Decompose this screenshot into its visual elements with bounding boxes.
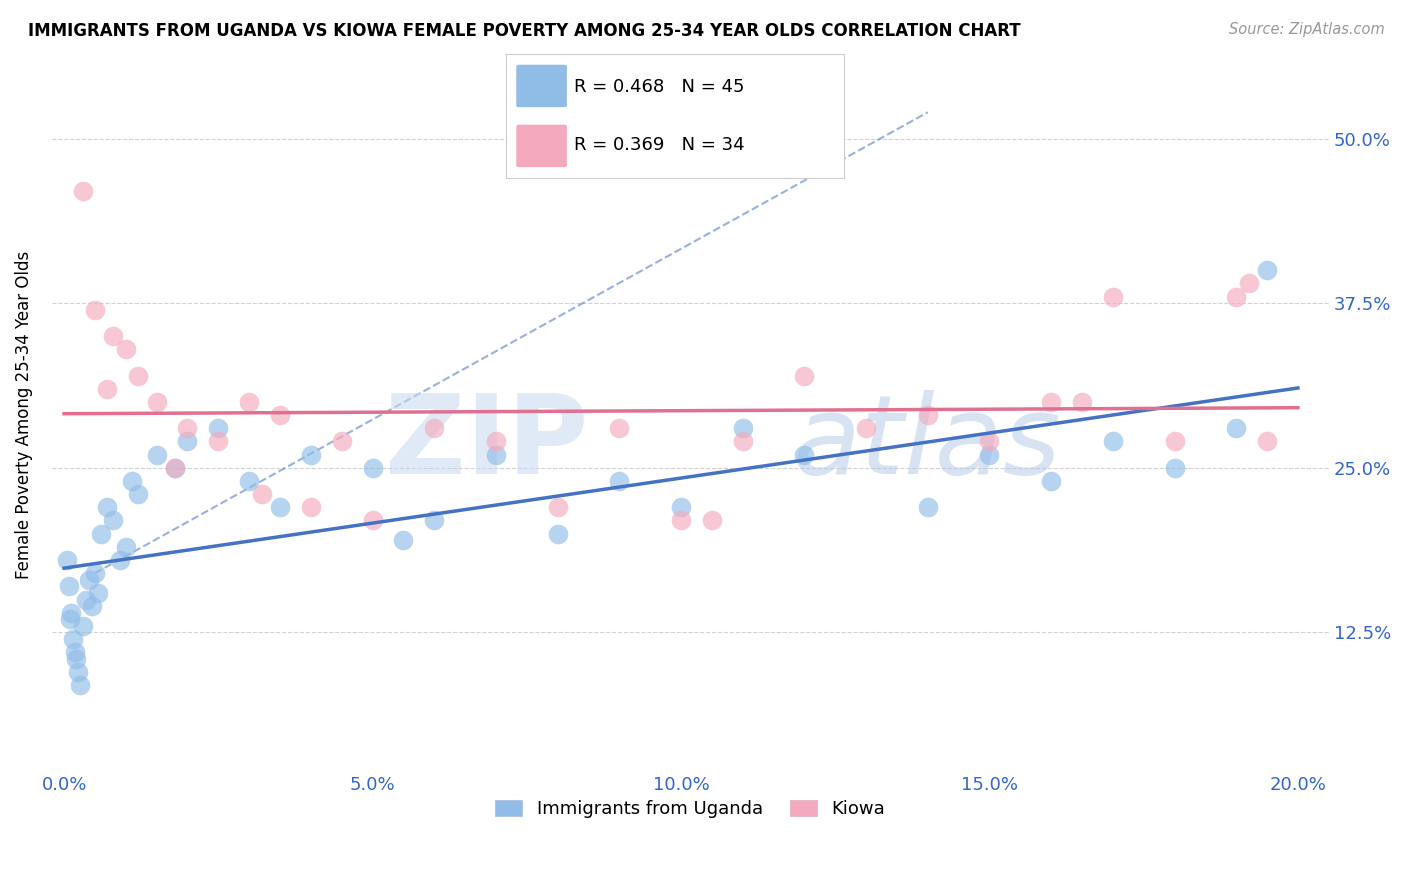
Point (75, 592, 97, 607)
Legend: Immigrants from Uganda, Kiowa: Immigrants from Uganda, Kiowa (488, 793, 893, 826)
Point (392, 533, 415, 548)
FancyBboxPatch shape (516, 65, 567, 107)
Point (607, 421, 630, 435)
Point (84, 566, 107, 581)
Point (250, 487, 273, 501)
Point (299, 500, 322, 515)
Point (176, 434, 198, 449)
Point (77, 573, 100, 587)
Point (1040, 474, 1063, 488)
Point (1040, 395, 1063, 409)
Point (238, 474, 260, 488)
Point (1256, 263, 1278, 277)
Point (485, 434, 508, 449)
Point (165, 460, 187, 475)
Point (165, 460, 187, 475)
Y-axis label: Female Poverty Among 25-34 Year Olds: Female Poverty Among 25-34 Year Olds (15, 251, 32, 579)
Point (917, 408, 939, 422)
Point (669, 514, 692, 528)
Point (58, 579, 80, 593)
Point (1101, 290, 1123, 304)
Point (108, 553, 131, 567)
Point (72, 619, 94, 633)
Text: atlas: atlas (793, 390, 1062, 497)
Point (207, 434, 229, 449)
Point (607, 474, 630, 488)
Point (269, 408, 291, 422)
Point (979, 434, 1001, 449)
Point (731, 434, 754, 449)
Point (90, 526, 112, 541)
Point (330, 434, 353, 449)
Text: IMMIGRANTS FROM UGANDA VS KIOWA FEMALE POVERTY AMONG 25-34 YEAR OLDS CORRELATION: IMMIGRANTS FROM UGANDA VS KIOWA FEMALE P… (28, 22, 1021, 40)
Point (361, 460, 384, 475)
Point (1101, 434, 1123, 449)
Point (127, 487, 149, 501)
Point (299, 448, 322, 462)
Point (84, 302, 107, 317)
Point (1225, 421, 1247, 435)
Point (423, 421, 446, 435)
Point (1163, 460, 1185, 475)
Point (423, 514, 446, 528)
Point (669, 500, 692, 515)
Point (114, 540, 136, 554)
Point (1237, 277, 1260, 291)
Point (114, 343, 136, 357)
Point (96, 382, 118, 396)
FancyBboxPatch shape (516, 125, 567, 167)
Point (56, 553, 79, 567)
Point (121, 474, 143, 488)
Point (62, 632, 84, 646)
Point (793, 448, 815, 462)
Point (103, 514, 125, 528)
Point (207, 421, 229, 435)
Text: Source: ZipAtlas.com: Source: ZipAtlas.com (1229, 22, 1385, 37)
Point (72, 184, 94, 198)
Point (1163, 434, 1185, 449)
Point (979, 448, 1001, 462)
Point (547, 500, 569, 515)
Point (63, 645, 86, 659)
Text: R = 0.468   N = 45: R = 0.468 N = 45 (574, 78, 744, 95)
Point (60, 606, 83, 620)
Point (127, 368, 149, 383)
Point (1256, 434, 1278, 449)
Point (66, 665, 89, 679)
Point (65, 652, 87, 666)
Point (59, 612, 82, 626)
Text: ZIP: ZIP (385, 390, 588, 497)
Point (485, 448, 508, 462)
Point (269, 500, 291, 515)
Point (80, 599, 103, 613)
Point (793, 368, 815, 383)
Point (1225, 290, 1247, 304)
Point (855, 421, 877, 435)
Text: R = 0.369   N = 34: R = 0.369 N = 34 (574, 136, 744, 154)
Point (238, 395, 260, 409)
Point (361, 514, 384, 528)
Point (145, 395, 167, 409)
Point (1071, 395, 1094, 409)
Point (547, 526, 569, 541)
Point (87, 586, 110, 600)
Point (145, 448, 167, 462)
Point (96, 500, 118, 515)
Point (731, 421, 754, 435)
Point (176, 421, 198, 435)
Point (700, 514, 723, 528)
Point (103, 329, 125, 343)
Point (917, 500, 939, 515)
Point (69, 678, 91, 692)
